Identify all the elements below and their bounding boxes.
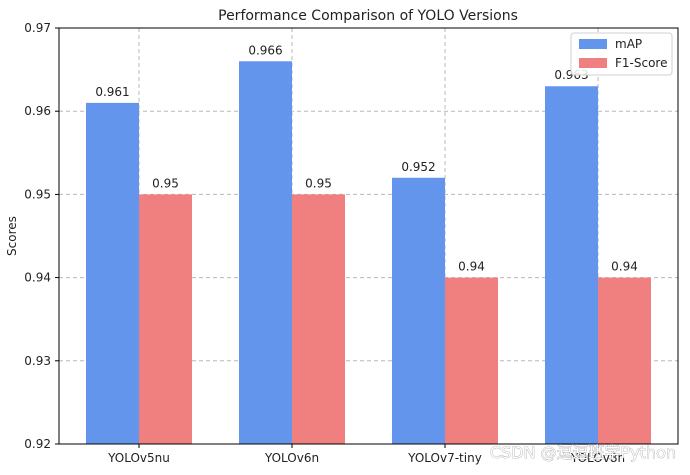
legend: mAP F1-Score	[570, 32, 673, 76]
watermark-text: CSDN @逗逗班学Python	[490, 443, 676, 462]
x-tick-label: YOLOv5nu	[107, 451, 170, 465]
bar-f1-score-yolov6n	[292, 194, 345, 444]
y-tick-label: 0.92	[24, 437, 51, 451]
legend-swatch	[579, 58, 607, 68]
legend-label: F1-Score	[615, 56, 667, 70]
legend-label: mAP	[615, 37, 642, 51]
data-label: 0.94	[458, 260, 485, 274]
bar-map-yolov6n	[239, 61, 292, 444]
x-tick-label: YOLOv6n	[264, 451, 319, 465]
bar-map-yolov7-tiny	[392, 177, 445, 444]
y-tick-label: 0.97	[24, 21, 51, 35]
data-label: 0.95	[305, 176, 332, 190]
bar-f1-score-yolov7-tiny	[445, 277, 498, 444]
data-label: 0.95	[152, 176, 179, 190]
data-label: 0.952	[401, 160, 435, 174]
axis-ticks: 0.92 0.93 0.94 0.95 0.96 0.97 YOLOv5nu YOLOv6n Y…	[24, 21, 625, 465]
legend-swatch	[579, 39, 607, 49]
plot-frame	[58, 27, 679, 445]
x-tick-label: YOLOv8n	[570, 451, 625, 465]
chart-title: Performance Comparison of YOLO Versions	[218, 8, 518, 24]
y-tick-label: 0.94	[24, 271, 51, 285]
bars	[86, 61, 651, 445]
data-label: 0.966	[248, 43, 282, 57]
data-label: 0.94	[611, 260, 638, 274]
y-tick-label: 0.95	[24, 187, 51, 201]
y-axis-label: Scores	[5, 216, 19, 256]
bar-f1-score-yolov5nu	[139, 194, 192, 444]
bar-map-yolov8n	[545, 86, 598, 445]
data-label: 0.961	[95, 85, 129, 99]
y-tick-label: 0.93	[24, 354, 51, 368]
y-tick-label: 0.96	[24, 104, 51, 118]
bar-map-yolov5nu	[86, 102, 139, 444]
x-tick-label: YOLOv7-tiny	[407, 451, 482, 465]
bar-f1-score-yolov8n	[598, 277, 651, 444]
